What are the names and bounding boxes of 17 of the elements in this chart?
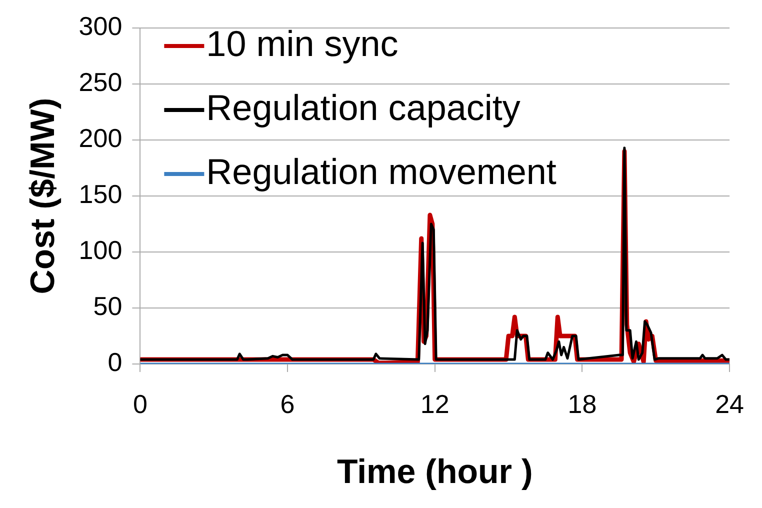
x-tick-label: 24 xyxy=(715,388,744,419)
y-tick-label: 50 xyxy=(93,291,122,322)
y-tick-label: 100 xyxy=(78,235,122,266)
y-tick-label: 200 xyxy=(78,123,122,154)
legend-label: Regulation capacity xyxy=(206,86,520,128)
legend-label: Regulation movement xyxy=(206,150,556,192)
x-tick-label: 6 xyxy=(280,388,295,419)
y-tick-label: 150 xyxy=(78,179,122,210)
x-tick-label: 0 xyxy=(132,388,148,419)
x-tick-label: 18 xyxy=(568,388,597,419)
y-tick-label: 300 xyxy=(78,11,122,42)
x-tick-label: 12 xyxy=(420,388,450,419)
y-tick-label: 250 xyxy=(78,67,122,98)
legend-label: 10 min sync xyxy=(206,22,398,64)
x-axis-title: Time (hour ) xyxy=(336,452,533,491)
y-axis-title: Cost ($/MW) xyxy=(24,98,62,294)
y-tick-label: 0 xyxy=(108,347,122,378)
